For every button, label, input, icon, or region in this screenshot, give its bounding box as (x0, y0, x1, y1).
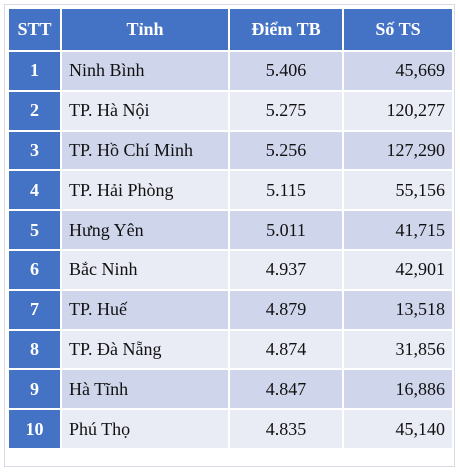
row-score: 4.937 (228, 248, 344, 291)
row-count: 16,886 (342, 368, 454, 411)
row-score: 5.406 (228, 50, 344, 92)
row-province: Bắc Ninh (60, 248, 230, 291)
row-count: 120,277 (342, 89, 454, 132)
row-province: TP. Hải Phòng (60, 169, 230, 212)
row-province: Phú Thọ (60, 408, 230, 450)
header-stt: STT (7, 7, 62, 52)
row-stt: 3 (7, 129, 62, 172)
row-stt: 2 (7, 89, 62, 132)
row-province: TP. Hà Nội (60, 89, 230, 132)
header-count: Số TS (342, 7, 454, 52)
row-score: 5.011 (228, 209, 344, 251)
row-stt: 5 (7, 209, 62, 251)
row-count: 45,669 (342, 50, 454, 92)
row-province: TP. Đà Nẵng (60, 328, 230, 371)
row-stt: 9 (7, 368, 62, 411)
row-score: 5.275 (228, 89, 344, 132)
row-score: 5.115 (228, 169, 344, 212)
row-score: 4.874 (228, 328, 344, 371)
row-province: TP. Huế (60, 288, 230, 331)
row-score: 4.879 (228, 288, 344, 331)
table-row: 2 TP. Hà Nội 5.275 120,277 (7, 89, 454, 132)
row-stt: 1 (7, 50, 62, 92)
row-stt: 10 (7, 408, 62, 450)
row-province: Hưng Yên (60, 209, 230, 251)
row-count: 41,715 (342, 209, 454, 251)
row-stt: 7 (7, 288, 62, 331)
results-table: STT Tỉnh Điểm TB Số TS 1 Ninh Bình 5.406… (7, 7, 454, 450)
row-score: 4.847 (228, 368, 344, 411)
row-count: 31,856 (342, 328, 454, 371)
row-province: Hà Tĩnh (60, 368, 230, 411)
row-stt: 6 (7, 248, 62, 291)
header-score: Điểm TB (228, 7, 344, 52)
table-row: 3 TP. Hồ Chí Minh 5.256 127,290 (7, 129, 454, 172)
row-score: 4.835 (228, 408, 344, 450)
table-body: 1 Ninh Bình 5.406 45,669 2 TP. Hà Nội 5.… (7, 50, 454, 450)
row-count: 55,156 (342, 169, 454, 212)
header-row: STT Tỉnh Điểm TB Số TS (7, 7, 454, 52)
row-score: 5.256 (228, 129, 344, 172)
table-row: 5 Hưng Yên 5.011 41,715 (7, 209, 454, 251)
table-row: 8 TP. Đà Nẵng 4.874 31,856 (7, 328, 454, 371)
row-province: Ninh Bình (60, 50, 230, 92)
table-row: 1 Ninh Bình 5.406 45,669 (7, 50, 454, 92)
table-row: 10 Phú Thọ 4.835 45,140 (7, 408, 454, 450)
row-stt: 4 (7, 169, 62, 212)
row-province: TP. Hồ Chí Minh (60, 129, 230, 172)
header-province: Tỉnh (60, 7, 230, 52)
table-header: STT Tỉnh Điểm TB Số TS (7, 7, 454, 52)
table-row: 6 Bắc Ninh 4.937 42,901 (7, 248, 454, 291)
row-count: 42,901 (342, 248, 454, 291)
table-row: 7 TP. Huế 4.879 13,518 (7, 288, 454, 331)
row-count: 127,290 (342, 129, 454, 172)
table-row: 4 TP. Hải Phòng 5.115 55,156 (7, 169, 454, 212)
row-count: 13,518 (342, 288, 454, 331)
row-stt: 8 (7, 328, 62, 371)
row-count: 45,140 (342, 408, 454, 450)
table-frame: STT Tỉnh Điểm TB Số TS 1 Ninh Bình 5.406… (4, 4, 455, 467)
table-row: 9 Hà Tĩnh 4.847 16,886 (7, 368, 454, 411)
